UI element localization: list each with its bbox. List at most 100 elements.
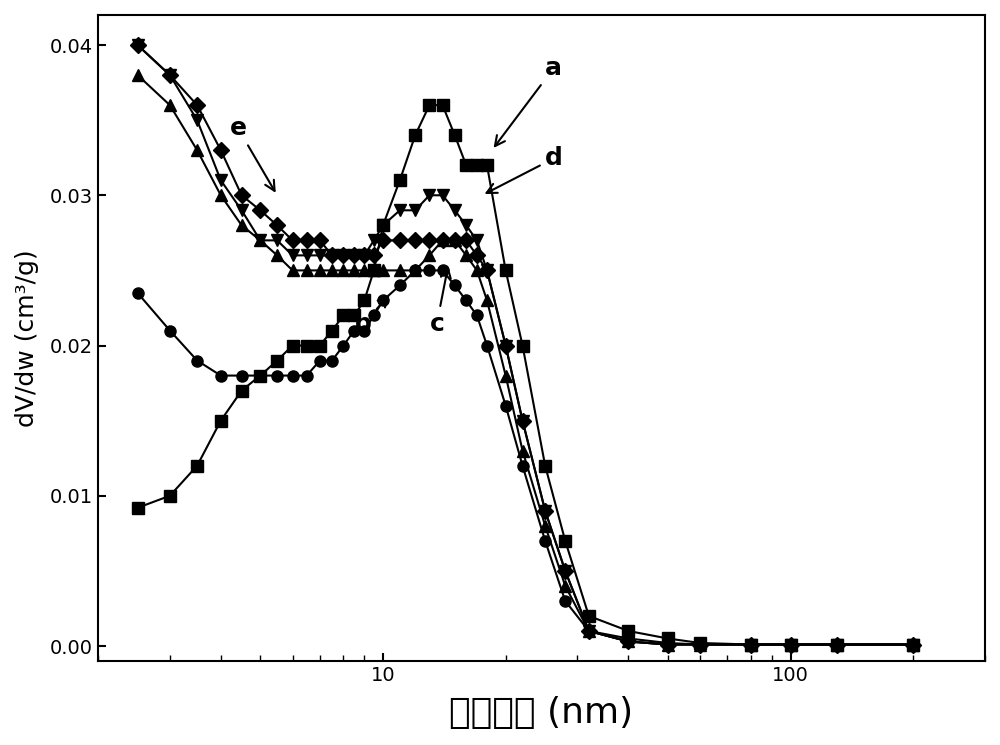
c — [368, 266, 380, 275]
b — [831, 640, 843, 649]
c — [271, 251, 283, 260]
a — [449, 130, 461, 139]
d — [662, 640, 674, 649]
Text: d: d — [487, 146, 563, 193]
a — [662, 634, 674, 643]
a — [559, 536, 571, 545]
e — [287, 236, 299, 245]
Line: d: d — [132, 39, 919, 650]
e — [460, 236, 472, 245]
e — [301, 236, 313, 245]
e — [348, 251, 360, 260]
e — [437, 236, 449, 245]
b — [254, 371, 266, 380]
Line: b: b — [132, 265, 919, 650]
e — [271, 221, 283, 229]
e — [583, 627, 595, 635]
a — [694, 638, 706, 647]
c — [449, 236, 461, 245]
d — [460, 221, 472, 229]
b — [694, 640, 706, 649]
c — [326, 266, 338, 275]
d — [368, 236, 380, 245]
d — [254, 236, 266, 245]
a — [191, 461, 203, 470]
c — [215, 191, 227, 200]
e — [559, 566, 571, 575]
d — [831, 640, 843, 649]
c — [394, 266, 406, 275]
e — [164, 71, 176, 80]
d — [377, 221, 389, 229]
a — [471, 161, 483, 170]
a — [460, 161, 472, 170]
c — [517, 446, 529, 455]
b — [745, 640, 757, 649]
d — [559, 566, 571, 575]
e — [337, 251, 349, 260]
d — [423, 191, 435, 200]
b — [348, 326, 360, 335]
d — [517, 416, 529, 425]
a — [348, 311, 360, 320]
c — [437, 236, 449, 245]
b — [500, 401, 512, 410]
b — [236, 371, 248, 380]
e — [831, 640, 843, 649]
b — [191, 356, 203, 365]
e — [500, 341, 512, 350]
Line: c: c — [132, 69, 919, 650]
c — [287, 266, 299, 275]
c — [377, 266, 389, 275]
Text: b: b — [354, 297, 388, 335]
e — [517, 416, 529, 425]
e — [785, 640, 797, 649]
c — [471, 266, 483, 275]
a — [215, 416, 227, 425]
d — [471, 236, 483, 245]
a — [326, 326, 338, 335]
b — [358, 326, 370, 335]
a — [500, 266, 512, 275]
Text: a: a — [495, 56, 562, 146]
c — [662, 640, 674, 649]
d — [271, 236, 283, 245]
c — [500, 371, 512, 380]
b — [326, 356, 338, 365]
a — [271, 356, 283, 365]
Text: e: e — [229, 116, 275, 191]
d — [314, 251, 326, 260]
X-axis label: 孔径大小 (nm): 孔径大小 (nm) — [449, 696, 634, 730]
d — [358, 251, 370, 260]
b — [215, 371, 227, 380]
c — [301, 266, 313, 275]
a — [254, 371, 266, 380]
c — [337, 266, 349, 275]
e — [471, 251, 483, 260]
d — [215, 176, 227, 185]
a — [358, 296, 370, 305]
b — [301, 371, 313, 380]
c — [191, 146, 203, 155]
c — [907, 640, 919, 649]
b — [460, 296, 472, 305]
e — [215, 146, 227, 155]
a — [907, 640, 919, 649]
b — [337, 341, 349, 350]
d — [500, 341, 512, 350]
a — [437, 101, 449, 110]
d — [132, 40, 144, 49]
c — [481, 296, 493, 305]
a — [236, 386, 248, 395]
e — [326, 251, 338, 260]
c — [583, 627, 595, 635]
e — [539, 507, 551, 516]
d — [539, 507, 551, 516]
a — [831, 640, 843, 649]
c — [559, 581, 571, 590]
a — [622, 627, 634, 635]
Y-axis label: dV/dw (cm³/g): dV/dw (cm³/g) — [15, 249, 39, 427]
d — [164, 71, 176, 80]
e — [377, 236, 389, 245]
a — [287, 341, 299, 350]
